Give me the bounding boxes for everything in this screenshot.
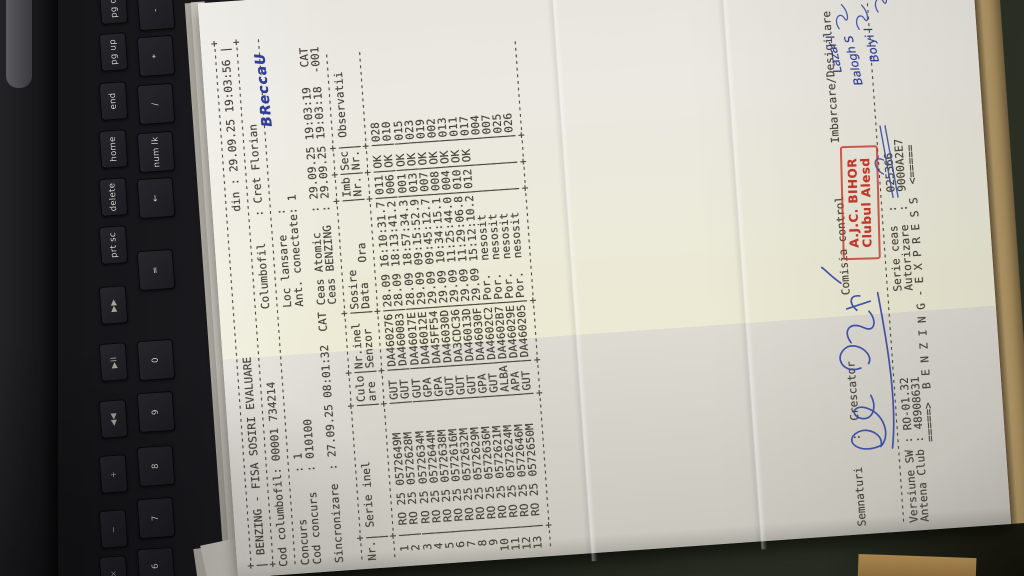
key-numpad-multiply: * [136,34,176,78]
key-backspace-icon: ← [136,176,176,220]
paper-sheet: +---------------------------------------… [197,0,1012,576]
key-end: end [98,81,129,121]
key-delete: delete [98,177,129,217]
signature-flourish [835,0,888,30]
printout: +---------------------------------------… [198,0,1011,576]
key-home: home [98,129,129,169]
key-numpad-minus: - [136,0,176,32]
signature-scribble [820,266,895,450]
key-volume-down-icon: − [98,509,129,549]
key-7: 7 [136,496,176,540]
key-pg-up: pg up [98,32,129,72]
key-media-next-icon: ▶▶ [98,285,129,325]
key-media-play-icon: ▶II [98,342,129,382]
key-pg-dn: pg dn [98,0,129,25]
key-prt-sc: prt sc [98,225,129,265]
stamp-line2: Clubul Alesd [858,157,875,248]
handwritten-name: Balogh S [841,34,866,87]
key-volume-mute-icon: × [98,555,129,576]
key-num-lock: num lk [136,130,176,174]
key-numpad-divide: / [136,82,176,126]
key-volume-up-icon: + [98,454,129,494]
key-6: 6 [136,546,176,576]
key-0: 0 [136,338,176,382]
key-9: 9 [136,390,176,434]
wood-table-edge [857,553,977,576]
pen-strikethrough [874,125,899,199]
laptop-screen-edge [0,0,58,576]
key-equals: = [136,248,176,292]
key-8: 8 [136,444,176,488]
laptop-hinge [6,0,32,88]
key-media-prev-icon: ◀◀ [98,399,129,439]
